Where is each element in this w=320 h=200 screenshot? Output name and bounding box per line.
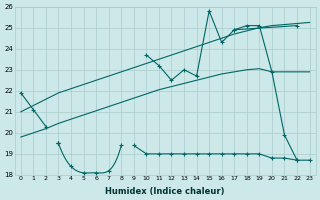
X-axis label: Humidex (Indice chaleur): Humidex (Indice chaleur) xyxy=(106,187,225,196)
